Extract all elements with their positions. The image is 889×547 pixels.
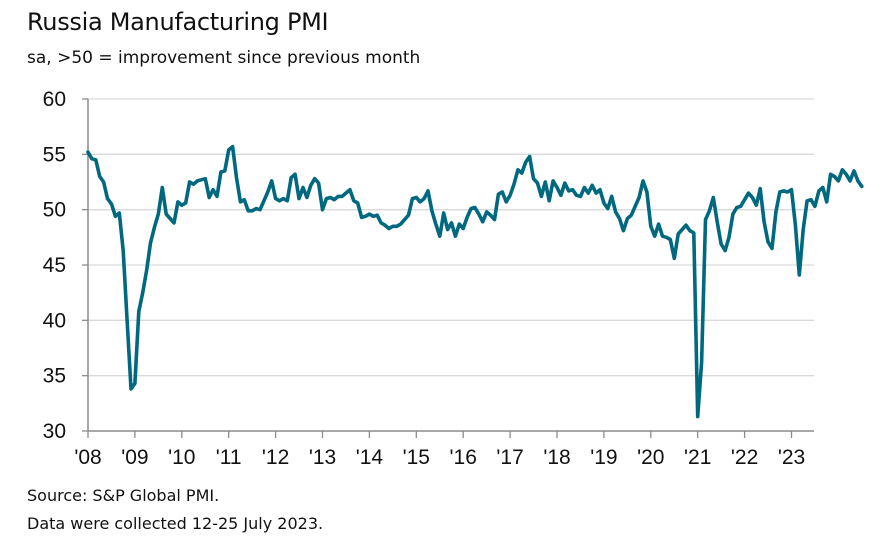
x-tick-label: '08 [74, 446, 101, 469]
chart-title: Russia Manufacturing PMI [27, 8, 329, 36]
y-tick-label: 50 [43, 199, 66, 222]
pmi-series-line [86, 144, 864, 419]
x-tick-label: '09 [121, 446, 148, 469]
y-tick-label: 30 [43, 420, 66, 443]
x-axis-tick-labels: '08 '09 '10 '11 '12 '13 '14 '15 '16 '17 '18 '19 '20 '… [74, 431, 805, 469]
y-tick-label: 60 [43, 88, 66, 111]
x-tick-label: '11 [216, 446, 242, 469]
chart-subtitle: sa, >50 = improvement since previous mon… [27, 48, 421, 68]
x-tick-label: '23 [778, 446, 805, 469]
collection-note: Data were collected 12-25 July 2023. [27, 514, 324, 533]
x-tick-label: '14 [356, 446, 384, 469]
x-tick-label: '19 [590, 446, 617, 469]
x-tick-label: '12 [262, 446, 289, 469]
x-tick-label: '22 [731, 446, 758, 469]
y-tick-label: 40 [43, 309, 66, 332]
y-tick-label: 55 [43, 143, 66, 166]
x-tick-label: '13 [309, 446, 336, 469]
x-tick-label: '18 [543, 446, 570, 469]
y-tick-label: 45 [43, 254, 66, 277]
x-tick-label: '17 [496, 446, 523, 469]
source-note: Source: S&P Global PMI. [27, 486, 220, 505]
x-tick-label: '15 [403, 446, 430, 469]
x-tick-label: '10 [168, 446, 195, 469]
x-tick-label: '16 [450, 446, 477, 469]
x-tick-label: '20 [637, 446, 664, 469]
y-axis-tick-labels: 60 55 50 45 40 35 30 [43, 88, 66, 443]
y-tick-label: 35 [43, 365, 66, 388]
gridlines [82, 98, 814, 432]
x-tick-label: '21 [684, 446, 711, 469]
